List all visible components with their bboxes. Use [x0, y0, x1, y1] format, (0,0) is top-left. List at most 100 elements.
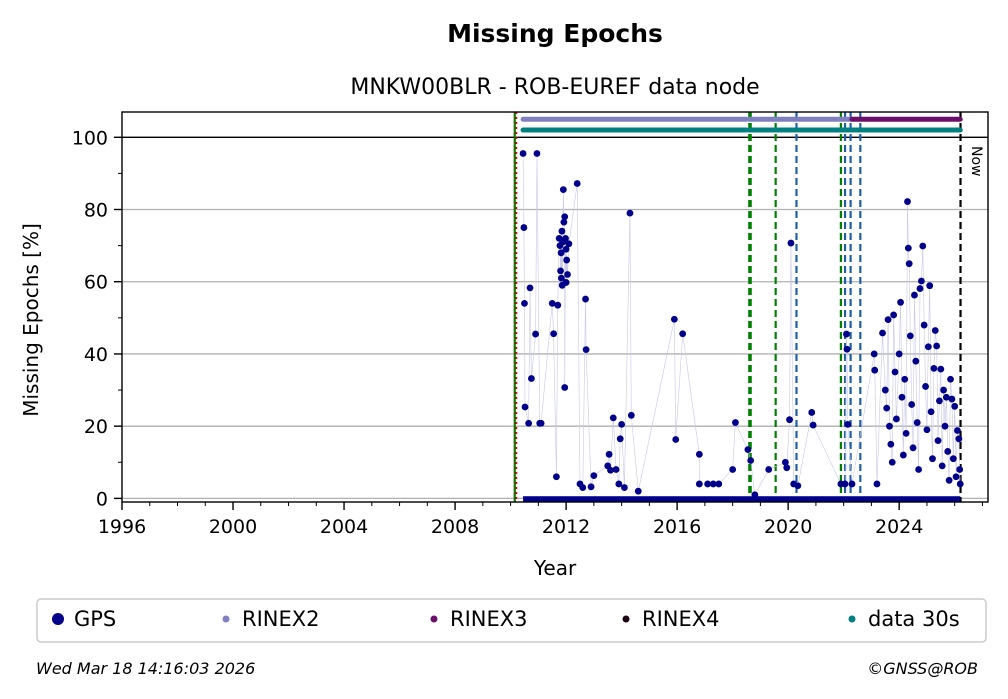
gps-point-52: [670, 315, 678, 323]
gps-point-93: [895, 350, 903, 358]
gps-point-2: [521, 299, 528, 307]
gps-point-91: [891, 368, 899, 376]
gps-point-28: [562, 245, 570, 253]
gps-point-58: [709, 480, 717, 488]
y-tick-label-80: 80: [84, 200, 108, 222]
gps-point-105: [911, 291, 918, 299]
legend-marker-rinex3: [430, 615, 438, 623]
legend-marker-rinex2: [222, 615, 230, 623]
gps-point-47: [618, 420, 626, 428]
gps-point-24: [560, 218, 568, 226]
gps-point-103: [908, 401, 916, 408]
gps-point-54: [679, 330, 687, 338]
gps-point-6: [528, 375, 535, 382]
gps-point-89: [888, 458, 896, 466]
gps-point-76: [843, 330, 850, 338]
gps-point-48: [620, 484, 628, 491]
gps-point-37: [582, 346, 590, 354]
gps-point-100: [904, 244, 912, 252]
gps-point-128: [942, 393, 950, 401]
gps-point-64: [751, 491, 759, 499]
legend-marker-rinex4: [622, 615, 630, 623]
gps-point-102: [906, 332, 914, 340]
gps-point-126: [940, 386, 947, 394]
gps-point-43: [609, 414, 617, 422]
gps-point-14: [554, 301, 562, 309]
gps-point-10: [537, 419, 545, 427]
legend-label-rinex3: RINEX3: [450, 607, 528, 631]
gps-point-50: [627, 411, 635, 419]
gps-point-60: [729, 466, 737, 473]
gps-point-19: [557, 274, 565, 282]
gps-point-0: [519, 150, 527, 157]
x-tick-label-1996: 1996: [98, 516, 146, 538]
grid-lines: [122, 136, 988, 500]
gps-point-73: [809, 421, 817, 429]
gps-point-72: [808, 409, 816, 416]
gps-point-120: [931, 327, 939, 334]
gps-point-113: [922, 383, 929, 390]
gps-point-104: [909, 444, 917, 452]
gps-point-134: [951, 402, 959, 410]
gps-point-84: [881, 386, 889, 394]
gps-point-123: [936, 397, 943, 405]
gps-point-23: [559, 186, 567, 194]
chart-title: Missing Epochs: [447, 19, 663, 48]
gps-point-90: [890, 311, 898, 319]
chart-subtitle: MNKW00BLR - ROB-EUREF data node: [350, 75, 759, 100]
gps-point-33: [573, 180, 581, 187]
gps-point-77: [843, 345, 851, 353]
gps-point-119: [930, 364, 938, 372]
gps-point-44: [612, 466, 620, 473]
gps-point-97: [901, 375, 909, 383]
gps-points: [519, 150, 964, 503]
x-tick-label-2012: 2012: [542, 516, 590, 538]
gps-point-51: [634, 487, 642, 495]
availability-bars: [520, 116, 963, 133]
x-tick-label-2000: 2000: [209, 516, 257, 538]
gps-point-133: [949, 455, 957, 463]
gps-point-94: [897, 298, 904, 306]
x-tick-label-2024: 2024: [875, 516, 923, 538]
gps-point-8: [533, 150, 541, 157]
gps-point-35: [579, 484, 587, 491]
gps-point-83: [879, 329, 886, 337]
legend-box: [36, 598, 987, 643]
gps-point-69: [787, 239, 795, 247]
gps-point-61: [732, 419, 739, 426]
gps-point-80: [870, 350, 878, 358]
footer-copyright: ©GNSS@ROB: [867, 659, 978, 678]
gps-point-87: [886, 422, 893, 430]
gps-point-81: [871, 366, 879, 374]
gps-point-118: [929, 455, 936, 463]
gps-point-98: [902, 429, 910, 437]
gps-point-29: [562, 279, 570, 286]
gps-point-110: [917, 277, 925, 285]
y-axis-ticks: 0 20 40 60 80 100: [72, 127, 122, 510]
gps-zero-band: [523, 496, 961, 503]
legend-label-rinex4: RINEX4: [642, 607, 720, 631]
gps-point-135: [952, 473, 960, 481]
gps-point-96: [899, 451, 907, 459]
gps-point-116: [926, 282, 934, 290]
gps-point-13: [552, 473, 560, 481]
gps-point-41: [605, 450, 613, 458]
gps-point-88: [887, 440, 895, 448]
gps-point-125: [938, 462, 946, 470]
gps-point-66: [781, 458, 789, 466]
gps-point-68: [786, 416, 793, 424]
gps-point-7: [532, 330, 539, 338]
y-axis-label: Missing Epochs [%]: [19, 223, 43, 417]
gps-point-99: [904, 198, 911, 205]
gps-point-56: [695, 480, 703, 488]
gps-point-124: [937, 365, 945, 373]
gps-point-71: [794, 482, 802, 490]
gps-point-3: [521, 403, 529, 411]
legend-marker-gps: [52, 613, 64, 625]
gps-point-136: [954, 427, 961, 434]
y-tick-label-20: 20: [84, 416, 108, 438]
gps-point-82: [873, 480, 881, 488]
legend-marker-data-30s: [848, 615, 856, 623]
gps-connector-line: [522, 153, 961, 496]
